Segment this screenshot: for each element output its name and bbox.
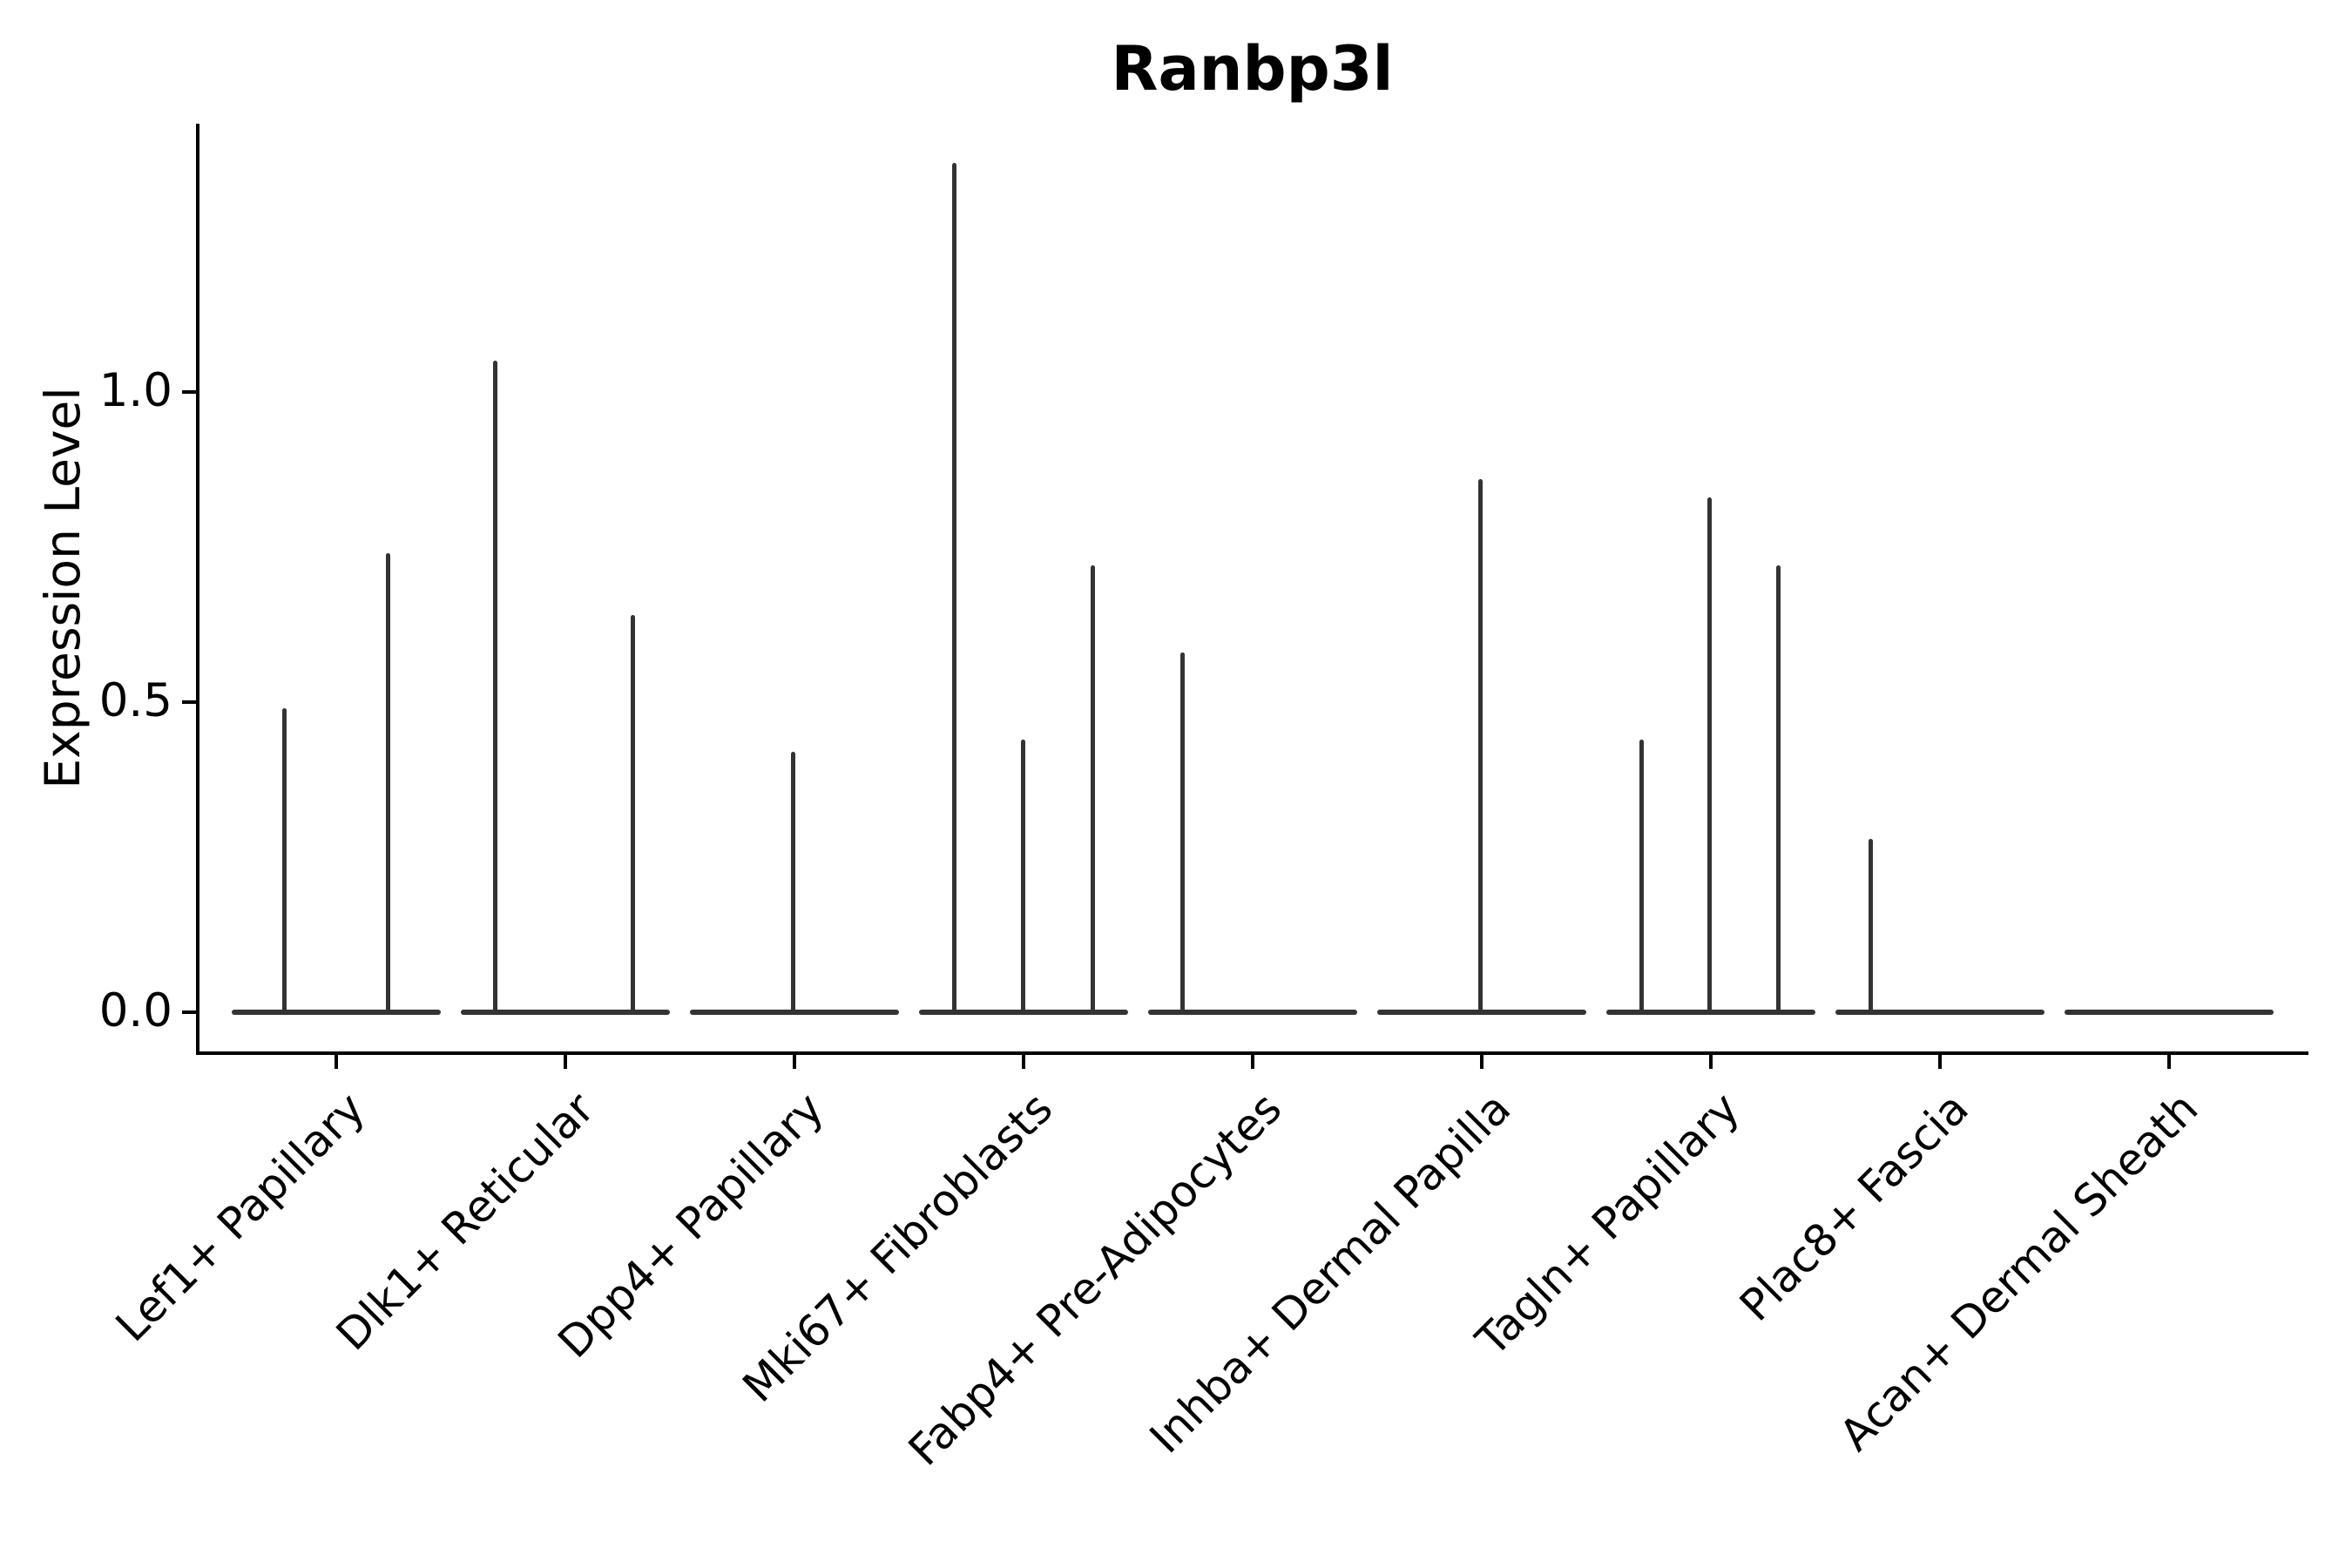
violin-spike	[385, 553, 390, 1015]
x-tick	[1709, 1055, 1713, 1069]
violin-spike	[281, 708, 287, 1015]
violin-spike	[492, 361, 497, 1015]
y-tick	[182, 1010, 196, 1014]
x-tick-label: Plac8+ Fascia	[1730, 1083, 1979, 1331]
x-tick	[335, 1055, 338, 1069]
violin-spike	[1868, 838, 1873, 1015]
violin-baseline	[1835, 1010, 2044, 1015]
violin-spike	[1020, 739, 1025, 1015]
violin-spike	[1179, 652, 1185, 1015]
violin-spike	[630, 615, 635, 1015]
x-tick	[1480, 1055, 1484, 1069]
chart-title: Ranbp3l	[1111, 33, 1394, 105]
violin-spike	[1090, 565, 1095, 1015]
y-tick-label: 0.5	[98, 674, 172, 727]
violin-spike	[951, 162, 956, 1015]
x-axis-spine	[196, 1051, 2308, 1055]
violin-spike	[1639, 739, 1644, 1015]
y-axis-spine	[196, 124, 199, 1055]
violin-baseline	[2065, 1010, 2274, 1015]
x-tick	[1251, 1055, 1254, 1069]
violin-baseline	[461, 1010, 670, 1015]
violin-baseline	[232, 1010, 441, 1015]
violin-spike	[1707, 497, 1712, 1015]
y-axis-label: Expression Level	[35, 387, 91, 789]
y-tick	[182, 390, 196, 394]
y-tick-label: 1.0	[98, 364, 172, 417]
violin-spike	[1477, 478, 1483, 1015]
x-tick	[1022, 1055, 1025, 1069]
violin-spike	[790, 751, 795, 1015]
x-tick	[793, 1055, 796, 1069]
x-tick-label: Dlk1+ Reticular	[327, 1083, 605, 1361]
y-tick	[182, 700, 196, 704]
x-tick	[2167, 1055, 2171, 1069]
violin-spike	[1775, 565, 1781, 1015]
violin-baseline	[1148, 1010, 1357, 1015]
x-tick-label: Fabp4+ Pre-Adipocytes	[898, 1083, 1292, 1476]
y-tick-label: 0.0	[98, 984, 172, 1037]
x-tick-label: Lef1+ Papillary	[106, 1083, 375, 1352]
x-tick	[564, 1055, 567, 1069]
x-tick	[1938, 1055, 1942, 1069]
